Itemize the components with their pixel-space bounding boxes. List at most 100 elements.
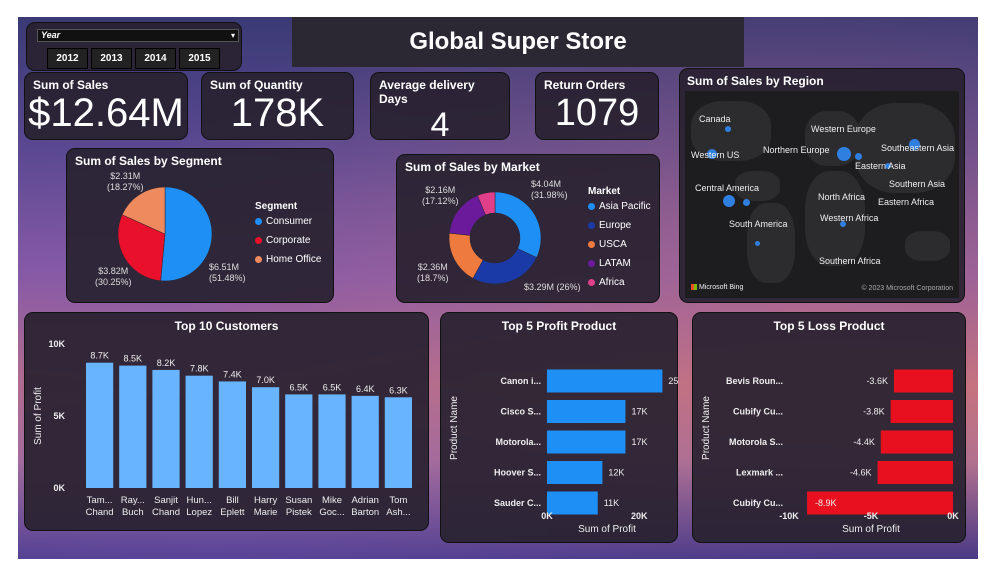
x-tick-label: Bill <box>226 495 239 506</box>
data-label: 8.2K <box>157 358 176 368</box>
kpi-card-quantity: Sum of Quantity 178K <box>201 72 354 140</box>
data-label: 8.7K <box>90 351 109 361</box>
chevron-down-icon[interactable]: ▾ <box>230 31 235 40</box>
kpi-card-delivery-days: Average delivery Days 4 <box>370 72 510 144</box>
bar <box>351 395 379 488</box>
legend-item-corporate[interactable]: Corporate <box>255 235 310 246</box>
map-bubble[interactable] <box>725 126 731 132</box>
legend-title: Segment <box>255 201 298 212</box>
y-axis-label: Sum of Profit <box>33 387 44 445</box>
legend-item-africa[interactable]: Africa <box>588 277 625 288</box>
legend-item-consumer[interactable]: Consumer <box>255 216 312 227</box>
bar <box>547 491 598 515</box>
x-tick-label: Harry <box>254 495 277 506</box>
x-tick-label: Chand <box>152 507 180 518</box>
top-loss-panel: Top 5 Loss Product Product Name Bevis Rou… <box>692 312 966 543</box>
panel-title: Sum of Sales by Segment <box>75 154 222 168</box>
x-tick-label: Mike <box>322 495 342 506</box>
region-label: Western Africa <box>820 213 879 223</box>
year-button-2012[interactable]: 2012 <box>47 48 88 69</box>
pie-slice-consumer <box>160 186 213 282</box>
legend-item-usca[interactable]: USCA <box>588 239 627 250</box>
bar <box>807 491 953 515</box>
map-bubble[interactable] <box>743 199 750 206</box>
region-label: South America <box>729 219 788 229</box>
y-tick-label: Hoover S... <box>494 468 541 478</box>
region-map-panel: Sum of Sales by Region Canada Western US… <box>679 68 965 303</box>
legend-title: Market <box>588 186 621 197</box>
legend-item-home-office[interactable]: Home Office <box>255 254 321 265</box>
year-button-2013[interactable]: 2013 <box>91 48 132 69</box>
map-bubble[interactable] <box>837 147 851 161</box>
map-bubble[interactable] <box>885 163 891 169</box>
y-tick-label: Lexmark ... <box>736 468 783 478</box>
data-label: 6.3K <box>389 385 408 395</box>
data-label: 6.5K <box>290 382 309 392</box>
bar <box>547 430 626 454</box>
top-profit-panel: Top 5 Profit Product Product Name Canon i… <box>440 312 679 543</box>
kpi-card-sales: Sum of Sales $12.64M <box>24 72 188 140</box>
data-label: -8.9K <box>815 498 837 508</box>
map-bubble[interactable] <box>755 241 760 246</box>
legend-item-asia-pacific[interactable]: Asia Pacific <box>588 201 651 212</box>
y-tick-label: Cubify Cu... <box>733 498 783 508</box>
legend-dot <box>588 222 595 229</box>
donut-label-latam: $2.16M (17.12%) <box>422 185 459 206</box>
donut-slice-asia-pacific <box>494 191 542 258</box>
bar <box>285 394 313 488</box>
kpi-label: Sum of Quantity <box>210 78 303 92</box>
panel-title: Top 5 Profit Product <box>501 319 617 333</box>
kpi-label: Return Orders <box>544 78 626 92</box>
kpi-label: Sum of Sales <box>33 78 109 92</box>
map-bubble[interactable] <box>840 221 846 227</box>
y-tick-label: 0K <box>53 483 65 493</box>
market-donut-chart <box>448 191 542 285</box>
year-button-2015[interactable]: 2015 <box>179 48 220 69</box>
legend-item-europe[interactable]: Europe <box>588 220 631 231</box>
pie-slice-home-office <box>121 186 166 235</box>
data-label: 12K <box>608 468 624 478</box>
x-tick-label: 0K <box>947 511 959 521</box>
data-label: -3.8K <box>863 407 885 417</box>
page-title: Global Super Store <box>292 17 744 67</box>
land-africa <box>805 171 865 266</box>
map-bubble[interactable] <box>909 139 920 150</box>
panel-title: Sum of Sales by Region <box>687 74 824 88</box>
y-tick-label: Sauder C... <box>494 498 541 508</box>
data-label: 17K <box>631 437 647 447</box>
year-button-2014[interactable]: 2014 <box>135 48 176 69</box>
x-tick-label: Susan <box>285 495 312 506</box>
region-label: Eastern Africa <box>878 197 935 207</box>
region-label: Southern Asia <box>889 179 946 189</box>
kpi-value: 1079 <box>554 92 640 134</box>
region-label: Central America <box>695 183 760 193</box>
map-bubble[interactable] <box>707 149 717 159</box>
region-label: Canada <box>699 114 731 124</box>
year-dropdown[interactable]: Year ▾ <box>37 29 239 42</box>
data-label: 25K <box>668 376 679 386</box>
x-axis-label: Sum of Profit <box>842 524 900 535</box>
y-axis-label: Product Name <box>449 396 460 460</box>
pie-label-corporate: $3.82M (30.25%) <box>95 266 132 287</box>
world-map[interactable]: Canada Western US Central America South … <box>685 91 959 298</box>
panel-title: Top 10 Customers <box>174 319 279 333</box>
bar <box>218 381 247 488</box>
map-bubble[interactable] <box>723 195 735 207</box>
map-bubble[interactable] <box>855 153 862 160</box>
y-tick-label: Motorola S... <box>729 437 783 447</box>
donut-slice-europe <box>472 248 537 285</box>
map-copyright: © 2023 Microsoft Corporation <box>861 285 953 292</box>
region-label: Northern Europe <box>763 145 830 155</box>
x-tick-label: Eplett <box>220 507 245 518</box>
x-tick-label: Barton <box>351 507 379 518</box>
y-tick-label: Cisco S... <box>500 407 541 417</box>
bar <box>547 369 663 393</box>
bar <box>318 394 346 488</box>
data-label: -4.6K <box>850 468 872 478</box>
panel-title: Top 5 Loss Product <box>773 319 885 333</box>
x-tick-label: Ray... <box>121 495 145 506</box>
legend-item-latam[interactable]: LATAM <box>588 258 631 269</box>
donut-slice-africa <box>477 191 496 216</box>
bar <box>384 397 413 488</box>
bar <box>893 369 953 393</box>
